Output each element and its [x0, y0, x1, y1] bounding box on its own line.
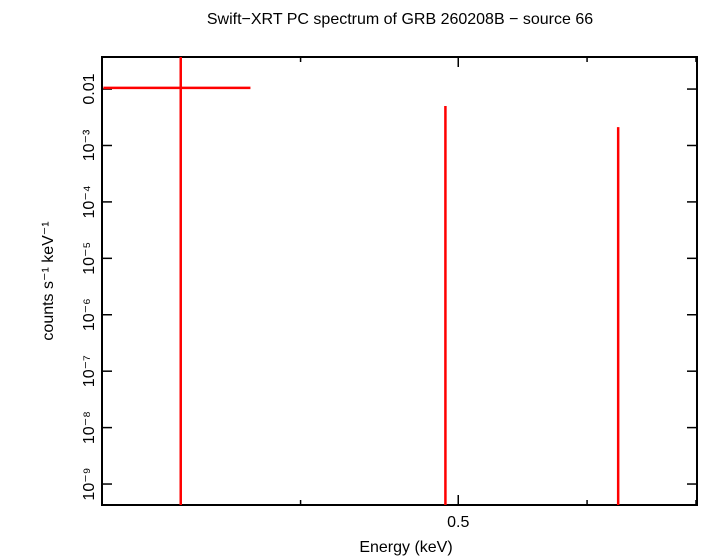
plot-frame	[101, 56, 698, 506]
y-tick-label: 10⁻⁸	[81, 411, 98, 444]
x-tick-label: 0.5	[447, 514, 469, 531]
y-tick-label: 10⁻⁶	[81, 298, 98, 331]
y-tick-label: 10⁻⁷	[81, 355, 98, 387]
y-tick-label: 10⁻⁹	[81, 467, 98, 500]
y-axis-label: counts s⁻¹ keV⁻¹	[40, 221, 57, 340]
y-tick-label: 0.01	[81, 73, 98, 104]
x-axis-label: Energy (keV)	[359, 539, 452, 556]
y-tick-label: 10⁻⁵	[81, 242, 98, 275]
y-tick-label: 10⁻⁴	[81, 185, 98, 218]
y-tick-label: 10⁻³	[81, 129, 98, 161]
chart-title: Swift−XRT PC spectrum of GRB 260208B − s…	[207, 11, 593, 28]
